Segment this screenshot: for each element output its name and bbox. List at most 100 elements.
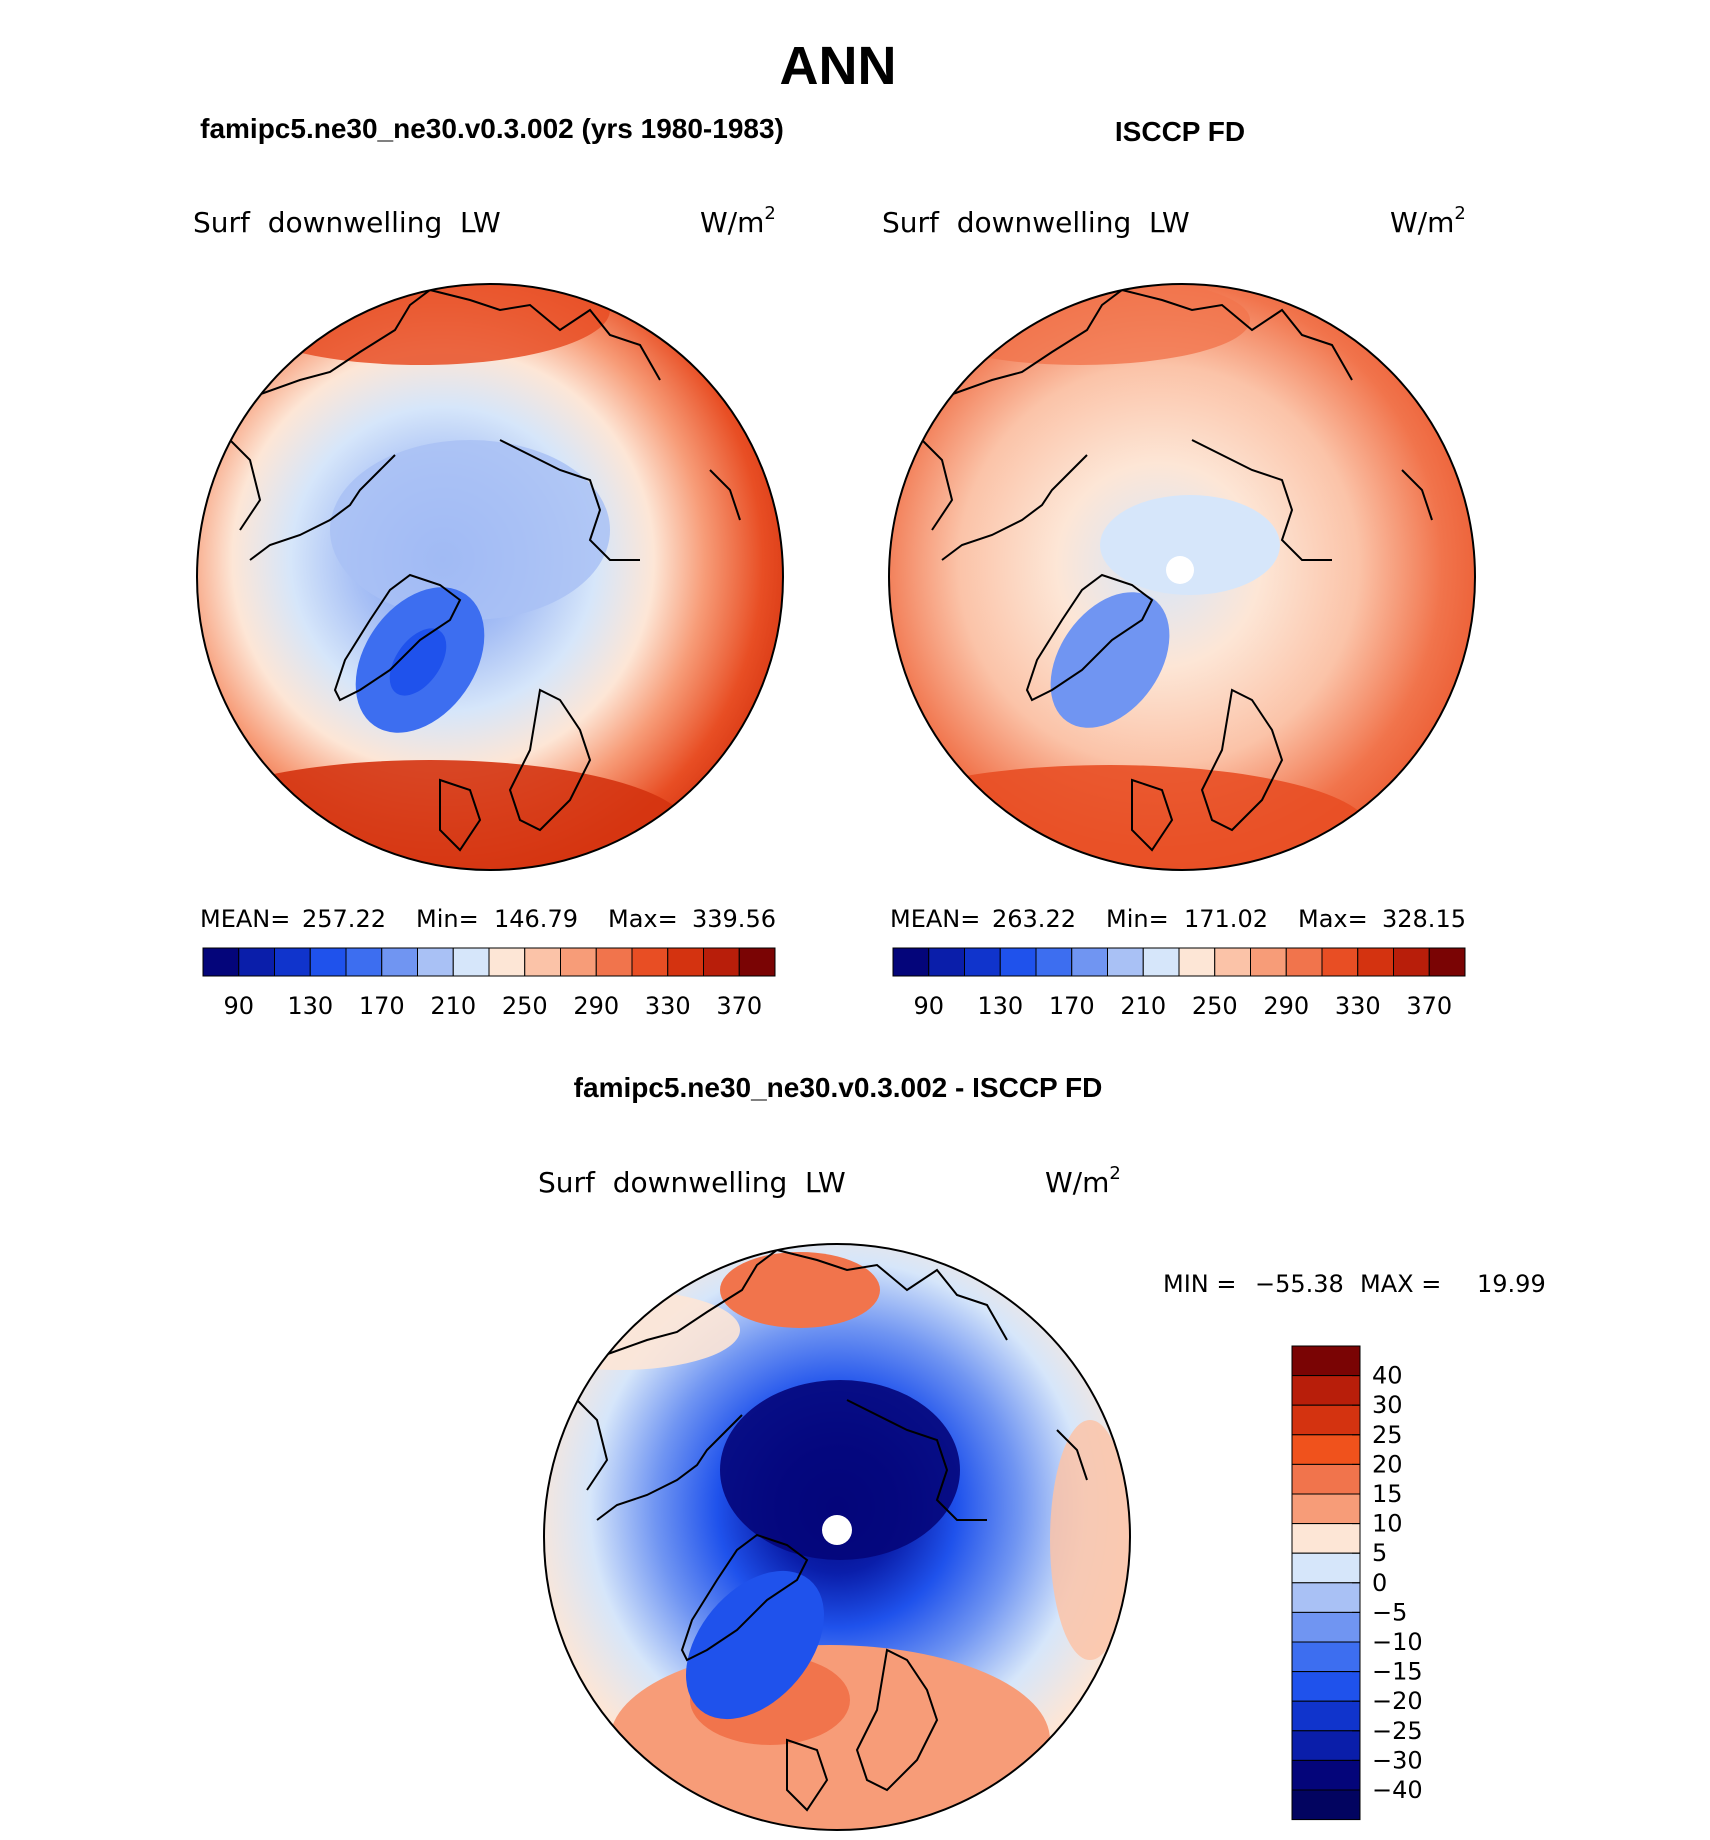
obs-min-value: 171.02: [1184, 905, 1268, 933]
obs-max-value: 328.15: [1382, 905, 1466, 933]
obs-max-label: Max=: [1298, 905, 1368, 933]
model-colorbar-tick-label: 170: [359, 992, 405, 1020]
model-colorbar-swatch: [274, 947, 311, 977]
obs-colorbar-tick-label: 370: [1406, 992, 1452, 1020]
diff-min-value: −55.38: [1255, 1270, 1344, 1298]
obs-colorbar-swatch: [1321, 947, 1359, 977]
model-colorbar-swatch: [560, 947, 597, 977]
model-colorbar-swatch: [738, 947, 776, 977]
model-colorbar-tick-label: 90: [223, 992, 254, 1020]
diff-units-exponent: 2: [1109, 1163, 1120, 1184]
model-greenland-core: [389, 628, 447, 696]
diff-case-title: famipc5.ne30_ne30.v0.3.002 - ISCCP FD: [574, 1072, 1103, 1103]
obs-pole-hole: [1166, 556, 1194, 584]
obs-colorbar-swatch: [892, 947, 930, 977]
diff-pole-hole: [822, 1515, 852, 1545]
diff-colorbar-tick-label: −25: [1372, 1717, 1423, 1745]
model-colorbar-tick-label: 330: [645, 992, 691, 1020]
obs-colorbar-tick-label: 290: [1263, 992, 1309, 1020]
diff-cold-core: [720, 1380, 960, 1560]
obs-colorbar-swatch: [1428, 947, 1466, 977]
diff-colorbar-swatch: [1291, 1700, 1361, 1732]
model-warm-band-north: [230, 284, 610, 365]
obs-colorbar-swatch: [1393, 947, 1430, 977]
diff-colorbar-swatch: [1291, 1404, 1361, 1436]
obs-colorbar-tick-label: 170: [1049, 992, 1095, 1020]
diff-colorbar-tick-label: 0: [1372, 1569, 1387, 1597]
model-colorbar-tick-label: 290: [573, 992, 619, 1020]
model-mean-label: MEAN=: [200, 905, 290, 933]
obs-colorbar-tick-label: 90: [913, 992, 944, 1020]
diff-colorbar-swatch: [1291, 1611, 1361, 1643]
model-colorbar-swatch: [345, 947, 383, 977]
obs-warm-band-south: [889, 765, 1370, 870]
obs-colorbar-swatch: [1071, 947, 1108, 977]
diff-colorbar-tick-label: −30: [1372, 1746, 1423, 1774]
diff-colorbar-swatch: [1291, 1493, 1361, 1525]
obs-mean-label: MEAN=: [890, 905, 980, 933]
diff-colorbar-tick-label: −15: [1372, 1658, 1423, 1686]
obs-colorbar-swatch: [1250, 947, 1287, 977]
model-min-value: 146.79: [494, 905, 578, 933]
diff-max-label: MAX =: [1360, 1270, 1441, 1298]
model-warm-band-south: [197, 760, 690, 870]
obs-colorbar-tick-label: 210: [1120, 992, 1166, 1020]
diff-colorbar-tick-label: 40: [1372, 1362, 1403, 1390]
model-colorbar-tick-label: 210: [430, 992, 476, 1020]
model-stats: MEAN= 257.22 Min= 146.79 Max= 339.56: [200, 905, 776, 933]
diff-colorbar-swatch: [1291, 1641, 1361, 1673]
diff-units-base: W/m: [1045, 1166, 1109, 1199]
model-max-label: Max=: [608, 905, 678, 933]
model-panel: famipc5.ne30_ne30.v0.3.002 (yrs 1980-198…: [193, 113, 784, 1020]
diff-panel: famipc5.ne30_ne30.v0.3.002 - ISCCP FD Su…: [538, 1072, 1546, 1831]
figure-title: ANN: [780, 36, 897, 96]
model-colorbar-swatch: [381, 947, 418, 977]
model-colorbar-swatch: [452, 947, 490, 977]
obs-units-label: W/m2: [1390, 203, 1466, 239]
diff-colorbar-swatch: [1291, 1523, 1361, 1554]
model-colorbar: 90 130 170 210 250 290 330 370: [202, 947, 776, 1020]
model-units-exponent: 2: [764, 203, 775, 224]
diff-colorbar-swatch: [1291, 1789, 1361, 1821]
obs-colorbar-swatch: [1035, 947, 1073, 977]
model-colorbar-swatch: [238, 947, 275, 977]
obs-coastlines: [921, 288, 1433, 852]
obs-colorbar-swatch: [1285, 947, 1323, 977]
model-units-label: W/m2: [700, 203, 776, 239]
obs-units-exponent: 2: [1454, 203, 1465, 224]
obs-colorbar-swatch: [1178, 947, 1216, 977]
diff-colorbar-tick-label: 25: [1372, 1421, 1403, 1449]
diff-units-label: W/m2: [1045, 1163, 1121, 1199]
diff-colorbar-swatch: [1291, 1552, 1361, 1584]
model-colorbar-swatch: [524, 947, 561, 977]
obs-colorbar-swatch: [1107, 947, 1144, 977]
diff-colorbar-tick-label: 20: [1372, 1450, 1403, 1478]
model-min-label: Min=: [416, 905, 479, 933]
model-coastlines: [229, 288, 741, 852]
model-colorbar-swatch: [417, 947, 454, 977]
model-colorbar-swatch: [703, 947, 740, 977]
model-colorbar-swatch: [595, 947, 633, 977]
diff-colorbar-tick-label: 15: [1372, 1480, 1403, 1508]
diff-colorbar-tick-label: −5: [1372, 1598, 1407, 1626]
model-colorbar-swatch: [309, 947, 347, 977]
obs-mean-value: 263.22: [992, 905, 1076, 933]
obs-polar-map: [889, 284, 1475, 870]
model-colorbar-swatch: [202, 947, 240, 977]
obs-stats: MEAN= 263.22 Min= 171.02 Max= 328.15: [890, 905, 1466, 933]
model-polar-map: [197, 284, 783, 870]
obs-colorbar: 90 130 170 210 250 290 330 370: [892, 947, 1466, 1020]
obs-greenland-cold: [1050, 592, 1170, 728]
diff-colorbar-tick-label: 30: [1372, 1391, 1403, 1419]
diff-colorbar-swatch: [1291, 1375, 1361, 1406]
model-colorbar-tick-label: 370: [716, 992, 762, 1020]
diff-min-label: MIN =: [1163, 1270, 1236, 1298]
diff-max-value: 19.99: [1477, 1270, 1546, 1298]
diff-colorbar-tick-label: 10: [1372, 1510, 1403, 1538]
diff-colorbar-tick-label: −40: [1372, 1776, 1423, 1804]
obs-colorbar-swatch: [964, 947, 1001, 977]
model-max-value: 339.56: [692, 905, 776, 933]
model-arctic-cold: [330, 440, 610, 620]
obs-colorbar-swatch: [1214, 947, 1251, 977]
